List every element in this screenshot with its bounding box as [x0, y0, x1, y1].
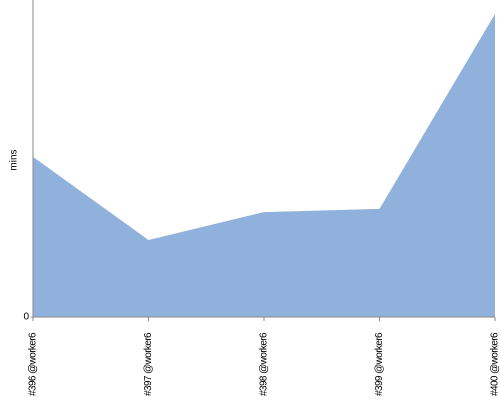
y-axis-label: mins — [9, 149, 20, 170]
x-tick-label: #396 @worker6 — [28, 332, 39, 396]
y-tick-label: 0 — [23, 312, 29, 323]
area — [33, 13, 495, 318]
x-tick-label: #397 @worker6 — [143, 332, 154, 396]
x-tick-label: #398 @worker6 — [259, 332, 270, 396]
x-tick-label: #400 @worker6 — [490, 332, 500, 396]
x-tick-label: #399 @worker6 — [374, 332, 385, 396]
